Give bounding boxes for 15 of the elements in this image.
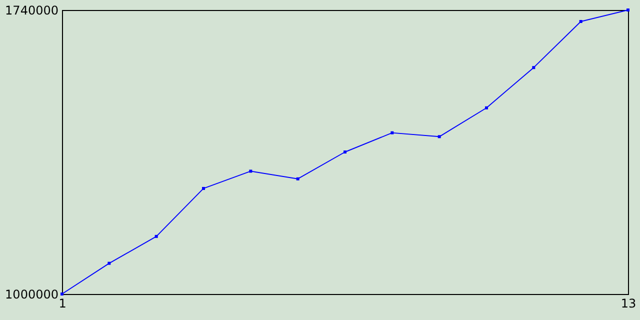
y-tick-label: 1740000 xyxy=(5,4,58,18)
point xyxy=(485,106,488,110)
point xyxy=(202,186,205,190)
x-tick-label: 1 xyxy=(58,296,66,310)
point xyxy=(532,66,536,70)
y-tick-label: 1000000 xyxy=(5,288,58,302)
point xyxy=(438,135,441,138)
point xyxy=(249,170,252,173)
point xyxy=(154,234,158,238)
point xyxy=(108,262,111,265)
point xyxy=(579,20,582,24)
point xyxy=(296,177,300,180)
x-tick-label: 13 xyxy=(620,296,636,310)
point xyxy=(390,131,394,134)
line-series xyxy=(60,8,630,296)
